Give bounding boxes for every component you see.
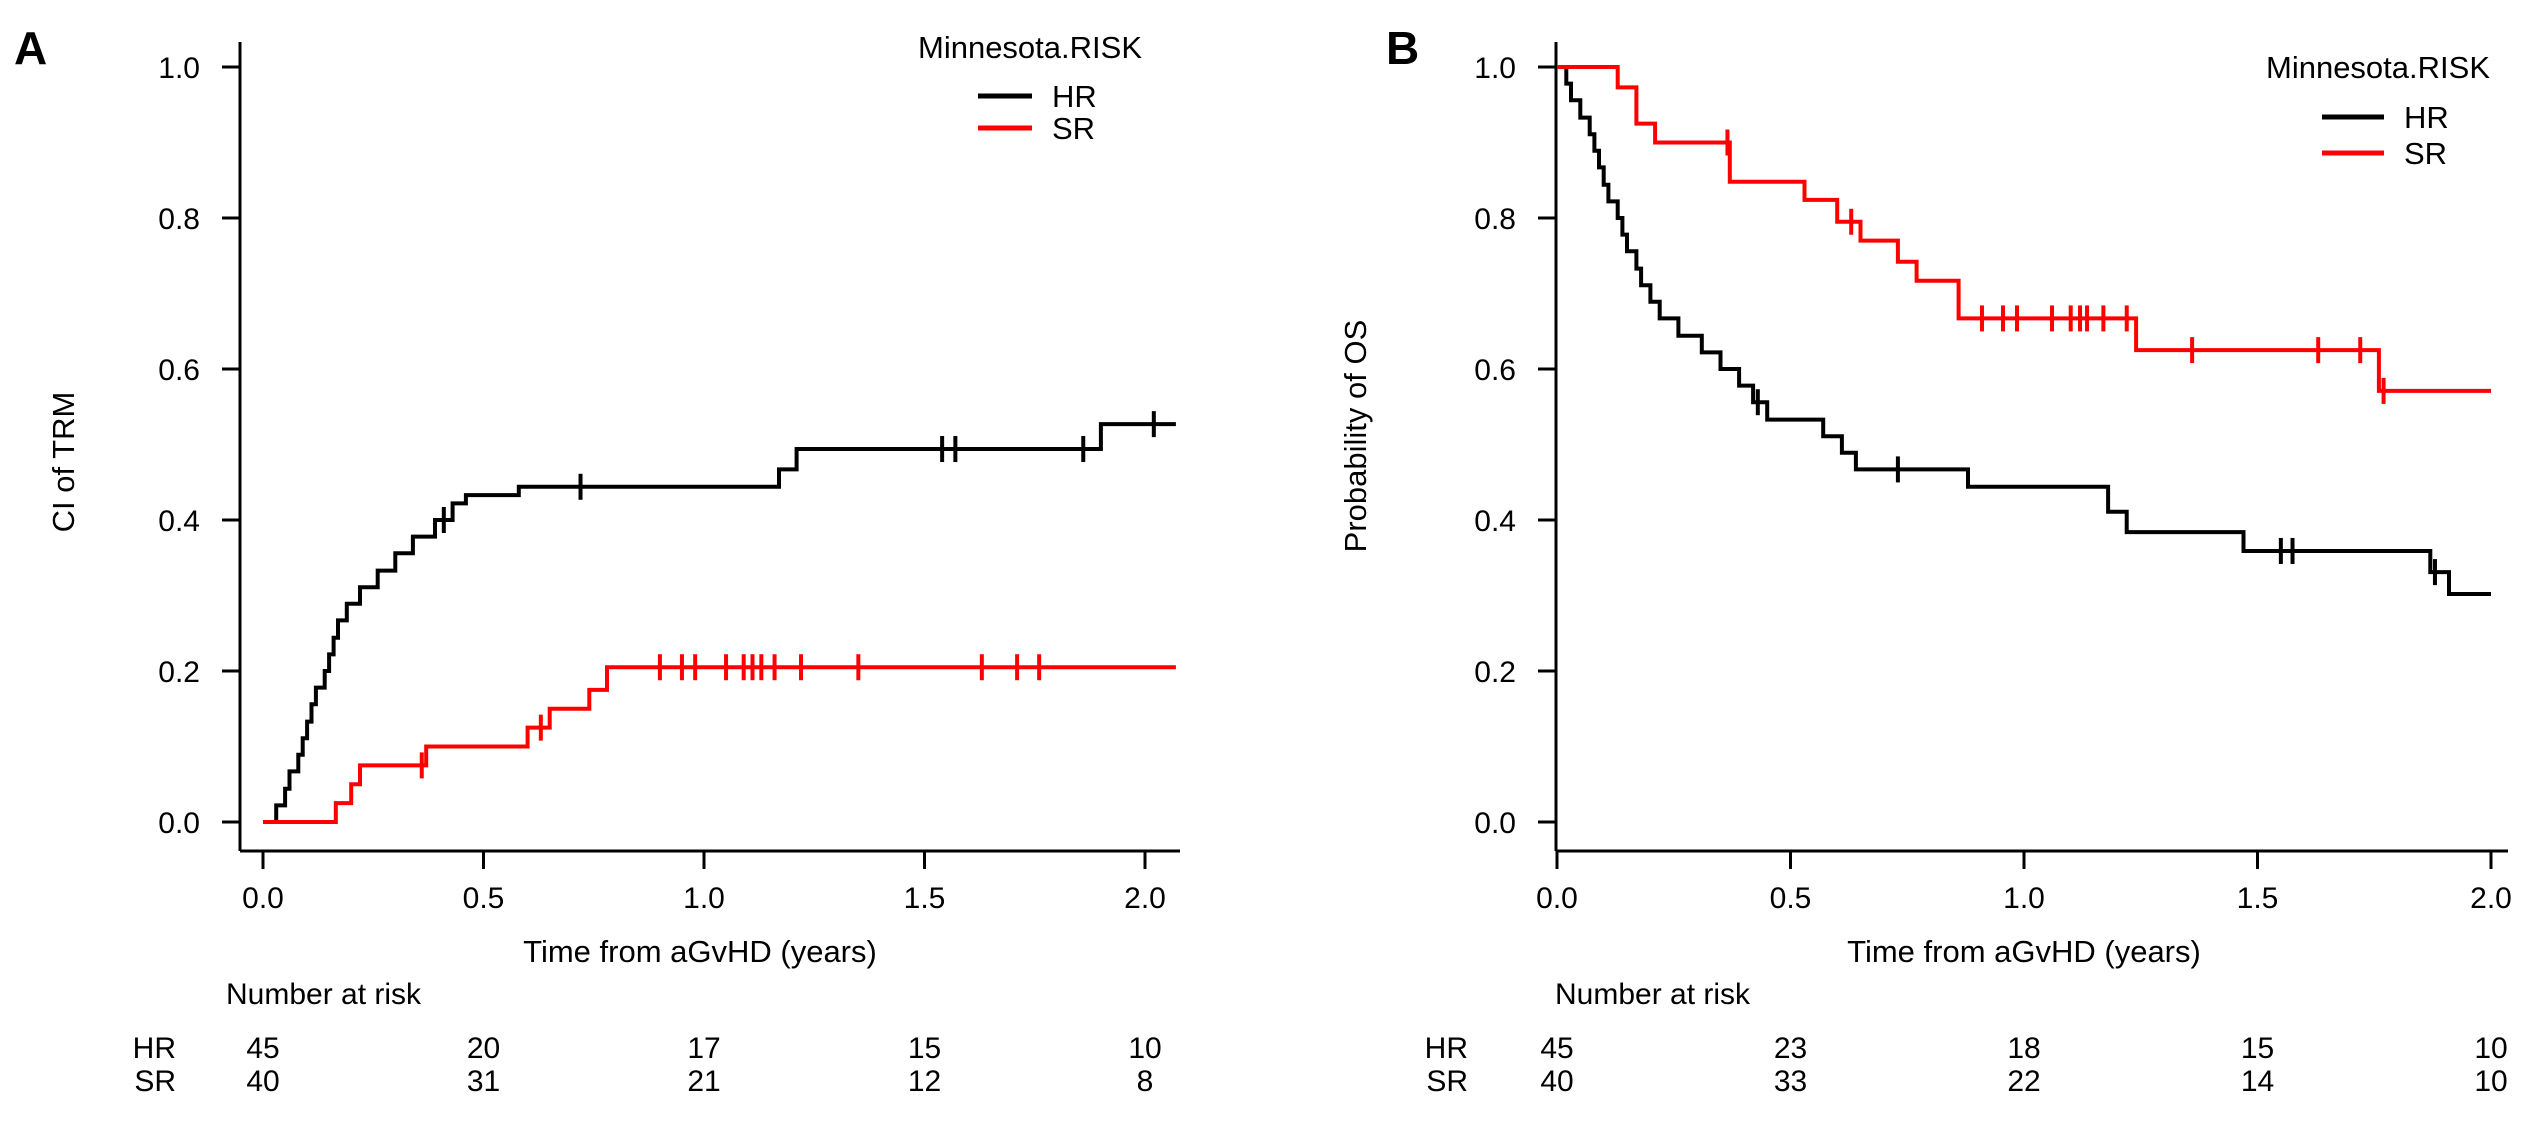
risk-count: 10: [2474, 1065, 2507, 1098]
y-tick-label: 0.2: [1474, 656, 1516, 689]
km-curve-sr: [1557, 65, 2491, 393]
x-tick-label: 1.5: [904, 882, 946, 915]
risk-count: 31: [467, 1065, 500, 1098]
x-axis-title: Time from aGvHD (years): [1847, 934, 2201, 969]
legend-label-sr: SR: [2404, 136, 2447, 171]
censor-marks-sr: [1725, 129, 2386, 404]
x-tick-label: 0.0: [242, 882, 284, 915]
y-tick-label: 0.2: [158, 656, 200, 689]
risk-count: 40: [246, 1065, 279, 1098]
km-curve-sr: [263, 665, 1176, 824]
risk-count: 18: [2007, 1032, 2040, 1065]
number-at-risk-table: Number at risk HR 45 23 18 15 10 SR 40 33 22 14 10: [1425, 978, 2508, 1098]
x-tick-label: 1.0: [683, 882, 725, 915]
y-tick-label: 0.0: [1474, 807, 1516, 840]
legend-label-hr: HR: [1052, 79, 1097, 114]
number-at-risk-label: Number at risk: [226, 978, 422, 1011]
risk-row-label-sr: SR: [1426, 1065, 1468, 1098]
risk-count: 8: [1137, 1065, 1154, 1098]
risk-count: 10: [1128, 1032, 1161, 1065]
y-axis-title: CI of TRM: [46, 392, 81, 533]
panel-letter-b: B: [1386, 22, 1419, 74]
risk-row-label-hr: HR: [133, 1032, 176, 1065]
censor-marks-hr: [1755, 389, 2437, 586]
y-tick-label: 0.0: [158, 807, 200, 840]
risk-count: 15: [2241, 1032, 2274, 1065]
y-tick-label: 1.0: [1474, 52, 1516, 85]
y-tick-label: 1.0: [158, 52, 200, 85]
censor-marks-sr: [419, 654, 1042, 779]
x-axis-title: Time from aGvHD (years): [523, 934, 877, 969]
number-at-risk-label: Number at risk: [1555, 978, 1751, 1011]
legend-label-hr: HR: [2404, 100, 2449, 135]
x-tick-label: 1.5: [2237, 882, 2279, 915]
risk-count: 15: [908, 1032, 941, 1065]
risk-count: 17: [687, 1032, 720, 1065]
y-tick-label: 0.4: [158, 505, 200, 538]
panel-b: B 0.0 0.2 0.4 0.6 0.8 1.0 0.0 0.5 1.0 1.5 2.0 Time f…: [1338, 22, 2512, 1098]
risk-count: 33: [1774, 1065, 1807, 1098]
y-tick-label: 0.6: [158, 354, 200, 387]
risk-count: 12: [908, 1065, 941, 1098]
number-at-risk-table: Number at risk HR 45 20 17 15 10 SR 40 31 21 12 8: [133, 978, 1162, 1098]
panel-letter-a: A: [14, 22, 47, 74]
risk-count: 40: [1540, 1065, 1573, 1098]
legend-title: Minnesota.RISK: [918, 30, 1142, 65]
y-tick-label: 0.8: [1474, 203, 1516, 236]
y-tick-label: 0.6: [1474, 354, 1516, 387]
risk-count: 23: [1774, 1032, 1807, 1065]
risk-count: 20: [467, 1032, 500, 1065]
x-tick-label: 2.0: [2470, 882, 2512, 915]
legend-label-sr: SR: [1052, 111, 1095, 146]
axes: [1554, 42, 2508, 853]
risk-row-label-hr: HR: [1425, 1032, 1468, 1065]
panel-a: A 0.0 0.2 0.4 0.6 0.8 1.0 0.0 0.5 1.0 1.5 2.0 Time f…: [14, 22, 1180, 1098]
censor-marks-hr: [441, 411, 1156, 533]
risk-count: 10: [2474, 1032, 2507, 1065]
risk-count: 45: [246, 1032, 279, 1065]
x-tick-label: 2.0: [1124, 882, 1166, 915]
y-axis-title: Probability of OS: [1338, 320, 1373, 553]
legend-title: Minnesota.RISK: [2266, 50, 2490, 85]
risk-row-label-sr: SR: [134, 1065, 176, 1098]
km-curve-hr: [1557, 65, 2491, 596]
risk-count: 45: [1540, 1032, 1573, 1065]
y-tick-label: 0.8: [158, 203, 200, 236]
axes: [238, 42, 1180, 853]
x-tick-label: 0.5: [1770, 882, 1812, 915]
y-tick-label: 0.4: [1474, 505, 1516, 538]
risk-count: 14: [2241, 1065, 2274, 1098]
x-tick-label: 0.5: [463, 882, 505, 915]
km-curve-hr: [263, 422, 1176, 824]
x-tick-label: 1.0: [2003, 882, 2045, 915]
risk-count: 21: [687, 1065, 720, 1098]
risk-count: 22: [2007, 1065, 2040, 1098]
x-tick-label: 0.0: [1536, 882, 1578, 915]
